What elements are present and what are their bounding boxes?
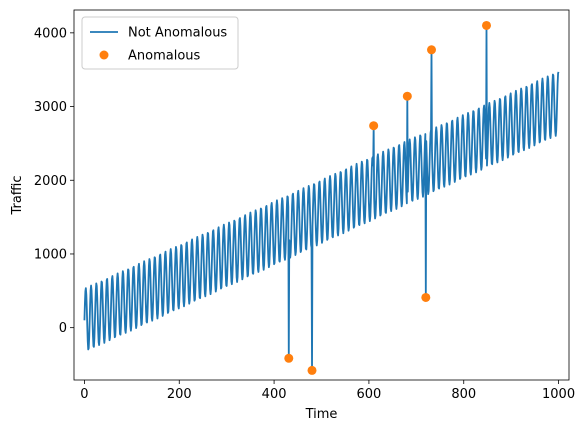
anomaly-point	[421, 292, 431, 302]
anomaly-point	[402, 91, 412, 101]
ticks-layer: 0 200 400 600 800 1000 0 1000 2000 3000 4000	[34, 26, 575, 402]
x-tick-label: 600	[356, 387, 381, 402]
x-tick-label: 400	[262, 387, 287, 402]
y-axis-label: Traffic	[10, 175, 25, 215]
y-tick-label: 4000	[34, 26, 67, 41]
y-tick-label: 0	[59, 321, 67, 336]
x-tick-label: 1000	[542, 387, 575, 402]
legend-dot-swatch	[99, 50, 109, 60]
y-tick-label: 1000	[34, 247, 67, 262]
x-tick-label: 200	[167, 387, 192, 402]
series-line-not-anomalous	[83, 24, 560, 372]
x-tick-label: 800	[451, 387, 476, 402]
legend-label-not-anomalous: Not Anomalous	[128, 26, 227, 41]
x-axis-label: Time	[305, 407, 338, 422]
legend-box	[81, 16, 239, 70]
x-tick-label: 0	[80, 387, 88, 402]
anomaly-point	[482, 20, 491, 30]
legend-label-anomalous: Anomalous	[128, 49, 201, 64]
anomaly-point	[284, 353, 294, 363]
axes-frame	[73, 9, 570, 381]
legend: Not Anomalous Anomalous	[81, 16, 239, 70]
anomaly-point	[369, 121, 379, 131]
series-layer	[83, 20, 560, 375]
y-tick-label: 2000	[34, 174, 67, 189]
anomaly-point	[427, 45, 436, 55]
y-tick-label: 3000	[34, 100, 67, 115]
anomaly-point	[307, 365, 317, 375]
